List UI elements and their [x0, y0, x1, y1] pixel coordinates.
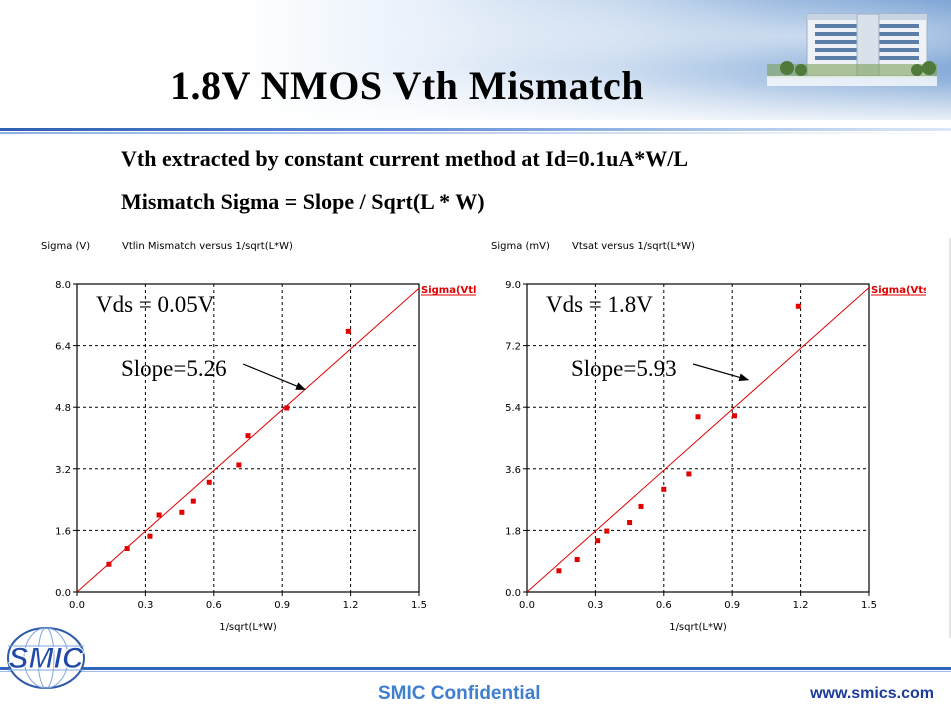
- title-divider: [0, 128, 951, 131]
- x-tick-label: 0.6: [656, 600, 672, 611]
- y-tick-label: 4.8: [55, 403, 71, 414]
- y-axis-label: Sigma (mV): [491, 241, 550, 252]
- x-tick-label: 1.5: [411, 600, 427, 611]
- footer-divider: [0, 667, 951, 670]
- x-tick-label: 0.9: [724, 600, 740, 611]
- slope-label: Slope=5.93: [571, 356, 677, 381]
- chart-frame-edge: [949, 238, 951, 638]
- logo-text: SMIC: [9, 642, 85, 675]
- y-tick-label: 0.0: [505, 588, 521, 599]
- confidential-label: SMIC Confidential: [378, 683, 541, 704]
- y-tick-label: 6.4: [55, 342, 71, 353]
- y-tick-label: 7.2: [505, 342, 521, 353]
- legend-label: Sigma(Vtsati): [871, 285, 926, 296]
- data-point: [284, 405, 290, 411]
- title-divider-light: [0, 132, 951, 134]
- data-point: [345, 328, 351, 334]
- footer-divider-light: [0, 671, 951, 672]
- data-point: [661, 486, 667, 492]
- slope-arrow: [692, 363, 750, 382]
- x-tick-label: 0.0: [69, 600, 85, 611]
- data-point: [190, 498, 196, 504]
- data-point: [686, 471, 692, 477]
- data-point: [627, 520, 633, 526]
- data-point: [595, 538, 601, 544]
- vtsat-mismatch-chart: Sigma (mV) Vtsat versus 1/sqrt(L*W) 0.0 0.3…: [491, 241, 926, 633]
- x-tick-label: 1.2: [793, 600, 809, 611]
- x-axis-label: 1/sqrt(L*W): [219, 622, 277, 633]
- website-link[interactable]: www.smics.com: [810, 685, 934, 702]
- data-point: [156, 512, 162, 518]
- slope-label: Slope=5.26: [121, 356, 227, 381]
- vds-condition-label: Vds = 0.05V: [96, 292, 215, 317]
- subtitle-extraction-method: Vth extracted by constant current method…: [121, 146, 688, 171]
- y-tick-label: 0.0: [55, 588, 71, 599]
- slide-title: 1.8V NMOS Vth Mismatch: [170, 63, 644, 108]
- x-tick-label: 0.3: [137, 600, 153, 611]
- x-axis-label: 1/sqrt(L*W): [669, 622, 727, 633]
- subtitle-mismatch-formula: Mismatch Sigma = Slope / Sqrt(L * W): [121, 189, 485, 214]
- chart-title: Vtsat versus 1/sqrt(L*W): [572, 241, 695, 252]
- data-point: [124, 545, 130, 551]
- x-tick-label: 0.3: [587, 600, 603, 611]
- x-tick-label: 0.6: [206, 600, 222, 611]
- data-point: [638, 503, 644, 509]
- data-point: [245, 433, 251, 439]
- chart-title: Vtlin Mismatch versus 1/sqrt(L*W): [122, 241, 293, 252]
- plot-frame: [76, 283, 420, 593]
- plot-frame: [526, 283, 870, 593]
- y-axis-label: Sigma (V): [41, 241, 90, 252]
- fit-line: [527, 287, 869, 592]
- y-tick-label: 3.6: [505, 465, 521, 476]
- data-point: [206, 479, 212, 485]
- legend-label: Sigma(Vtlini): [421, 285, 476, 296]
- data-point: [179, 509, 185, 515]
- y-tick-label: 1.6: [55, 526, 71, 537]
- header-banner: [0, 0, 951, 120]
- slope-arrow: [242, 363, 306, 391]
- x-tick-label: 1.2: [343, 600, 359, 611]
- y-tick-label: 1.8: [505, 526, 521, 537]
- x-tick-label: 0.0: [519, 600, 535, 611]
- data-point: [731, 413, 737, 419]
- data-point: [147, 533, 153, 539]
- vds-condition-label: Vds = 1.8V: [546, 292, 653, 317]
- building-illustration: [767, 13, 937, 86]
- vtlin-mismatch-chart: Sigma (V) Vtlin Mismatch versus 1/sqrt(L*…: [41, 241, 476, 633]
- y-tick-label: 8.0: [55, 280, 71, 291]
- data-point: [795, 303, 801, 309]
- y-tick-label: 3.2: [55, 465, 71, 476]
- data-point: [695, 414, 701, 420]
- data-point: [604, 528, 610, 534]
- x-tick-label: 1.5: [861, 600, 877, 611]
- y-tick-label: 5.4: [505, 403, 521, 414]
- data-point: [556, 568, 562, 574]
- smic-logo: SMIC: [7, 627, 85, 689]
- data-point: [106, 561, 112, 567]
- data-point: [574, 556, 580, 562]
- y-tick-label: 9.0: [505, 280, 521, 291]
- data-point: [236, 462, 242, 468]
- x-tick-label: 0.9: [274, 600, 290, 611]
- fit-line: [77, 287, 419, 592]
